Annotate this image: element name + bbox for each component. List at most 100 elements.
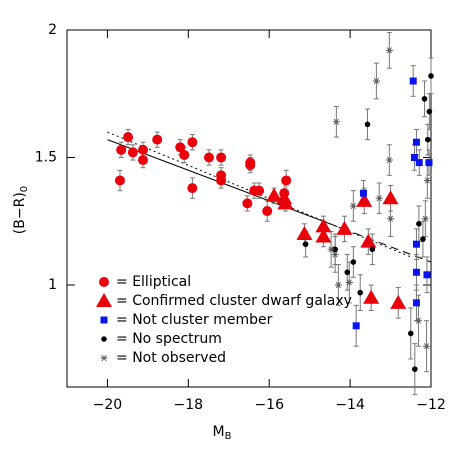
marker-star <box>423 177 431 184</box>
marker-circle <box>127 147 138 158</box>
marker-triangle <box>363 289 380 304</box>
x-label-main: M <box>213 424 225 440</box>
plot-frame <box>66 29 432 388</box>
marker-square <box>352 322 360 330</box>
marker-star <box>327 246 335 253</box>
marker-square <box>359 189 367 197</box>
marker-star <box>349 202 357 210</box>
legend-label: = Not cluster member <box>116 312 273 328</box>
y-label-main: (B−R) <box>12 192 28 234</box>
marker-circle <box>262 206 273 217</box>
marker-star <box>421 215 429 222</box>
marker-triangle <box>315 228 332 243</box>
marker-square <box>423 271 431 279</box>
legend-marker <box>100 316 108 324</box>
legend-label: = Not observed <box>116 350 226 366</box>
marker-star <box>332 118 340 125</box>
marker-star <box>331 251 339 258</box>
marker-circle <box>175 142 186 153</box>
x-label-sub: B <box>225 431 232 442</box>
y-axis-label: (B−R)0 <box>12 186 30 234</box>
legend-label: = Confirmed cluster dwarf galaxy <box>116 293 352 309</box>
y-label-sub: 0 <box>19 186 30 192</box>
x-axis-label: MB <box>213 424 232 442</box>
marker-triangle <box>277 195 294 210</box>
marker-dot <box>416 221 422 227</box>
marker-square <box>412 138 420 146</box>
marker-dot <box>357 289 364 296</box>
marker-circle <box>245 160 256 171</box>
legend-separator: = <box>116 312 128 328</box>
legend-label: = No spectrum <box>116 331 222 347</box>
marker-triangle <box>266 187 283 202</box>
legend-name: Confirmed cluster dwarf galaxy <box>132 293 352 309</box>
legend-separator: = <box>116 350 128 366</box>
marker-star <box>334 281 342 289</box>
marker-star <box>372 77 380 85</box>
marker-dot <box>424 136 431 143</box>
marker-triangle <box>296 226 313 240</box>
legend-name: Not observed <box>132 350 226 366</box>
y-tick-label: 1 <box>48 277 57 293</box>
marker-star <box>387 215 395 222</box>
marker-square <box>425 159 433 167</box>
marker-square <box>412 240 420 248</box>
marker-square <box>415 159 423 167</box>
marker-circle <box>216 175 227 186</box>
marker-triangle <box>315 218 332 233</box>
legend-marker <box>99 277 109 287</box>
marker-circle <box>216 152 227 163</box>
marker-dot <box>428 73 434 79</box>
legend-name: Elliptical <box>132 274 191 290</box>
y-tick-label: 1.5 <box>35 150 57 166</box>
marker-square <box>410 154 418 161</box>
legend-marker <box>96 293 112 307</box>
marker-dot <box>407 330 414 337</box>
x-tick-label: −12 <box>416 397 446 413</box>
marker-triangle <box>336 220 353 235</box>
legend-separator: = <box>116 331 128 347</box>
marker-square <box>409 77 417 85</box>
marker-dot <box>421 96 428 102</box>
marker-triangle <box>382 190 399 205</box>
marker-dot <box>350 259 357 265</box>
marker-triangle <box>360 233 377 248</box>
legend-separator: = <box>116 274 128 290</box>
x-tick-label: −18 <box>174 397 204 413</box>
legend-marker <box>101 336 107 342</box>
marker-dot <box>369 246 376 253</box>
marker-circle <box>138 144 149 155</box>
marker-triangle <box>356 192 373 207</box>
marker-star <box>414 317 422 324</box>
marker-circle <box>187 183 198 194</box>
marker-circle <box>281 175 292 186</box>
marker-circle <box>254 185 265 196</box>
marker-circle <box>138 155 149 166</box>
legend-name: Not cluster member <box>132 312 272 328</box>
marker-dot <box>426 108 433 115</box>
marker-circle <box>179 149 190 160</box>
marker-circle <box>114 175 125 186</box>
marker-star <box>385 156 393 164</box>
marker-dot <box>344 269 351 276</box>
x-tick-label: −14 <box>335 397 365 413</box>
marker-dot <box>412 366 418 372</box>
legend-label: = Elliptical <box>116 274 191 290</box>
marker-square <box>412 268 420 276</box>
marker-circle <box>242 198 253 209</box>
marker-star <box>375 195 383 202</box>
x-tick-label: −20 <box>93 397 123 413</box>
marker-dot <box>332 246 338 253</box>
marker-circle <box>123 132 134 143</box>
marker-star <box>345 279 353 286</box>
legend-separator: = <box>116 293 128 309</box>
marker-circle <box>203 152 214 163</box>
marker-star <box>385 47 393 54</box>
marker-square <box>412 299 420 307</box>
y-tick-label: 2 <box>48 22 57 38</box>
marker-circle <box>152 134 163 145</box>
legend-name: No spectrum <box>132 331 222 347</box>
marker-triangle <box>390 294 407 309</box>
x-tick-label: −16 <box>254 397 284 413</box>
